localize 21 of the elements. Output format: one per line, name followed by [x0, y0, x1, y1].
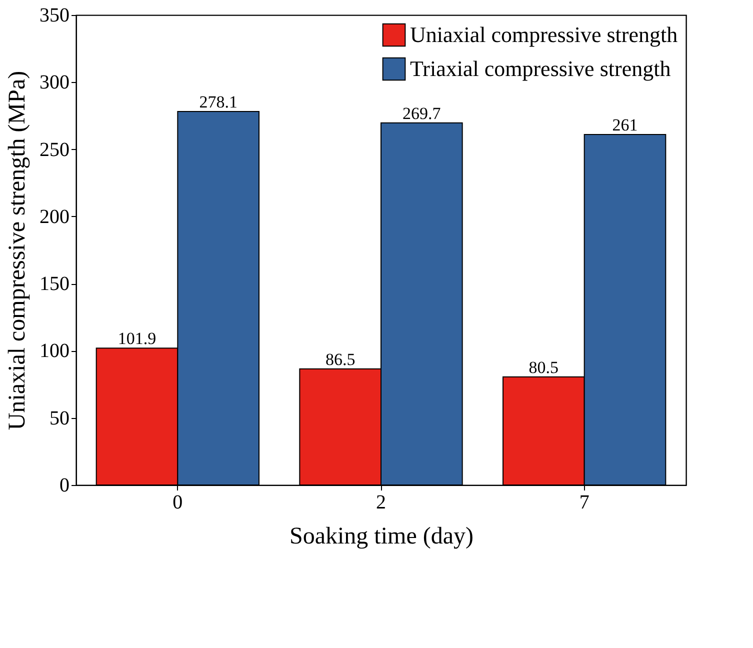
- y-tick-label: 200: [40, 206, 70, 228]
- x-tick-label: 0: [172, 492, 183, 514]
- y-tick-label: 300: [40, 72, 70, 94]
- y-tick-label: 50: [50, 407, 70, 430]
- x-tick-label: 2: [376, 492, 386, 514]
- data-label: 261: [612, 116, 638, 135]
- data-label: 101.9: [118, 329, 156, 348]
- data-label: 86.5: [325, 350, 356, 369]
- y-tick-label: 0: [60, 474, 70, 496]
- data-label: 278.1: [199, 92, 238, 112]
- x-axis-title: Soaking time (day): [290, 524, 474, 550]
- y-tick-label: 250: [40, 138, 70, 161]
- data-label: 269.7: [402, 104, 442, 123]
- data-label: 80.5: [528, 358, 559, 377]
- legend-label: Triaxial compressive strength: [410, 56, 671, 81]
- y-axis-title: Uniaxial compressive strength (MPa): [4, 70, 30, 430]
- y-tick-label: 350: [40, 4, 70, 26]
- y-tick-label: 100: [40, 340, 70, 362]
- y-tick-label: 150: [40, 273, 70, 296]
- x-tick-label: 7: [579, 492, 590, 514]
- legend-label: Uniaxial compressive strength: [410, 22, 678, 47]
